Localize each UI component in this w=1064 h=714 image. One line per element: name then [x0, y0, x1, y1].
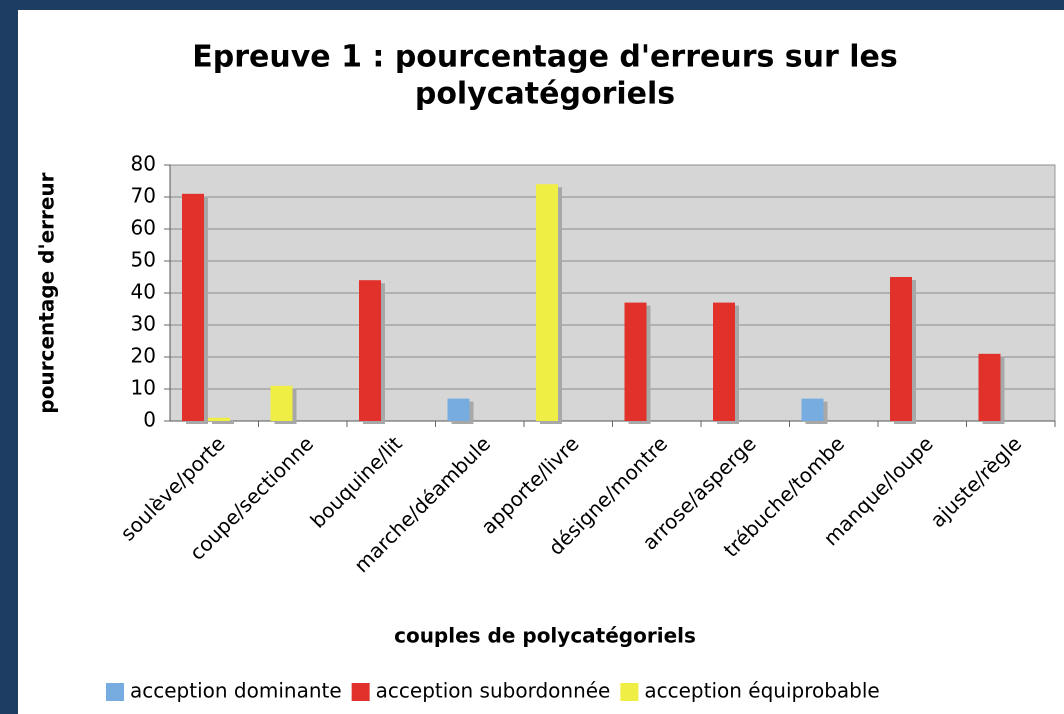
bar — [624, 302, 647, 421]
y-tick-label: 30 — [131, 312, 156, 336]
frame-left — [0, 0, 18, 714]
y-tick-label: 70 — [131, 184, 156, 208]
bar — [536, 184, 558, 421]
frame-top — [0, 0, 1064, 10]
chart-title: polycatégoriels — [415, 77, 675, 112]
y-axis-label: pourcentage d'erreur — [35, 172, 59, 413]
bar — [182, 193, 204, 421]
bar — [801, 398, 824, 421]
legend-label: acception subordonnée — [376, 679, 611, 703]
bar-shadow — [212, 420, 234, 424]
legend-label: acception dominante — [130, 679, 342, 703]
y-tick-label: 40 — [131, 280, 156, 304]
bar — [713, 302, 735, 421]
legend-swatch — [351, 683, 370, 701]
bar — [447, 398, 470, 421]
legend-label: acception équiprobable — [644, 679, 879, 703]
bar — [978, 353, 1001, 421]
legend-swatch — [620, 683, 639, 701]
bar — [359, 280, 381, 421]
y-tick-label: 10 — [131, 376, 156, 400]
y-tick-label: 0 — [143, 408, 156, 432]
legend-swatch — [106, 683, 124, 701]
y-tick-label: 60 — [131, 216, 156, 240]
y-tick-label: 80 — [131, 152, 156, 176]
bar — [890, 277, 912, 421]
chart-title: Epreuve 1 : pourcentage d'erreurs sur le… — [192, 40, 897, 75]
x-axis-label: couples de polycatégoriels — [394, 624, 696, 648]
y-tick-label: 20 — [131, 344, 156, 368]
bar — [270, 385, 293, 421]
bar — [208, 417, 230, 421]
y-tick-label: 50 — [131, 248, 156, 272]
